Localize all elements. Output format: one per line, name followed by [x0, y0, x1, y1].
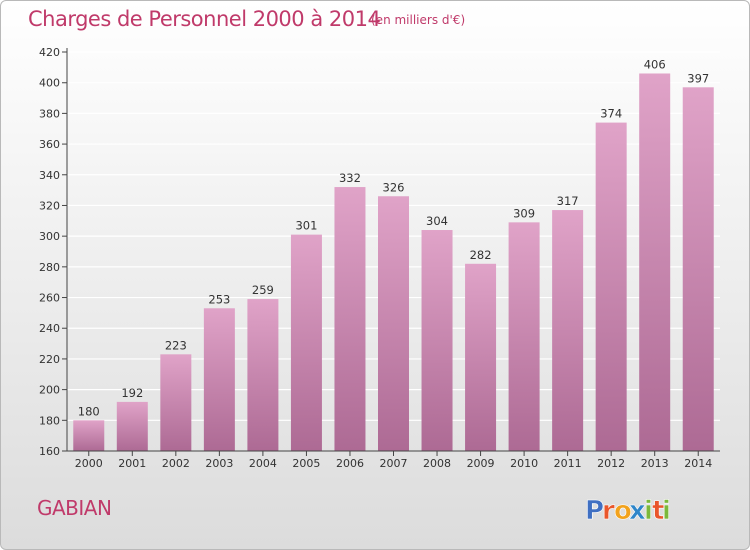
x-tick-label: 2014: [684, 457, 712, 470]
logo-letter: r: [602, 496, 615, 526]
y-tick-label: 220: [39, 353, 60, 366]
bar-2004: [247, 299, 279, 451]
bar-2000: [73, 420, 105, 451]
y-tick-label: 180: [39, 414, 60, 427]
data-label: 374: [600, 107, 622, 121]
logo-letter: i: [662, 496, 671, 526]
bar-2002: [160, 354, 192, 451]
bar-2008: [421, 230, 453, 451]
y-tick-label: 280: [39, 261, 60, 274]
data-label: 259: [252, 283, 274, 297]
y-tick-label: 300: [39, 230, 60, 243]
x-tick-label: 2013: [641, 457, 669, 470]
data-label: 223: [165, 338, 187, 352]
logo-letter: o: [614, 496, 632, 526]
chart-title: Charges de Personnel 2000 à 2014: [28, 7, 381, 31]
logo-letter: P: [585, 496, 604, 526]
logo-letter: t: [652, 496, 664, 526]
bar-2003: [203, 308, 235, 451]
x-tick-label: 2002: [162, 457, 190, 470]
logo-letter: x: [629, 496, 646, 526]
data-label: 309: [513, 206, 535, 220]
data-label: 397: [687, 71, 709, 85]
y-tick-label: 260: [39, 292, 60, 305]
x-tick-label: 2008: [423, 457, 451, 470]
data-label: 301: [295, 219, 317, 233]
bar-2014: [682, 87, 714, 452]
bar-2013: [639, 73, 671, 451]
y-tick-label: 320: [39, 199, 60, 212]
x-tick-label: 2010: [510, 457, 538, 470]
logo-letter: i: [644, 496, 653, 526]
bar-2006: [334, 187, 366, 452]
bar-2011: [552, 210, 584, 451]
data-label: 332: [339, 171, 361, 185]
x-tick-label: 2001: [118, 457, 146, 470]
x-tick-label: 2005: [292, 457, 320, 470]
y-tick-label: 380: [39, 107, 60, 120]
data-label: 406: [644, 57, 666, 71]
y-tick-label: 400: [39, 77, 60, 90]
bar-2007: [378, 196, 409, 451]
x-tick-label: 2006: [336, 457, 364, 470]
chart-subtitle: (en milliers d'€): [371, 13, 466, 27]
commune-name: GABIAN: [37, 496, 112, 520]
data-label: 180: [78, 404, 100, 418]
x-tick-label: 2012: [597, 457, 625, 470]
y-tick-label: 200: [39, 384, 60, 397]
x-tick-label: 2000: [75, 457, 103, 470]
y-tick-label: 160: [39, 445, 60, 458]
x-tick-label: 2009: [467, 457, 495, 470]
data-label: 253: [208, 292, 230, 306]
data-label: 326: [383, 180, 405, 194]
bar-2012: [595, 122, 627, 451]
x-tick-label: 2011: [554, 457, 582, 470]
y-tick-label: 420: [39, 46, 60, 59]
bar-2010: [508, 222, 540, 451]
bar-2005: [290, 234, 322, 451]
bar-2001: [116, 401, 148, 451]
bar-2009: [465, 263, 497, 451]
y-tick-label: 240: [39, 322, 60, 335]
x-tick-label: 2004: [249, 457, 277, 470]
data-label: 282: [470, 248, 492, 262]
bars: 180 192 223 253 259 301 332 326 304 282 309 317 374 4…: [73, 57, 714, 452]
y-tick-label: 340: [39, 169, 60, 182]
data-label: 304: [426, 214, 448, 228]
data-label: 192: [121, 386, 143, 400]
axes: 160 180 200 220 240 260 280 300 320 340 360 380 400 4…: [39, 46, 720, 470]
data-label: 317: [557, 194, 579, 208]
y-tick-label: 360: [39, 138, 60, 151]
x-tick-label: 2007: [380, 457, 408, 470]
x-tick-label: 2003: [205, 457, 233, 470]
